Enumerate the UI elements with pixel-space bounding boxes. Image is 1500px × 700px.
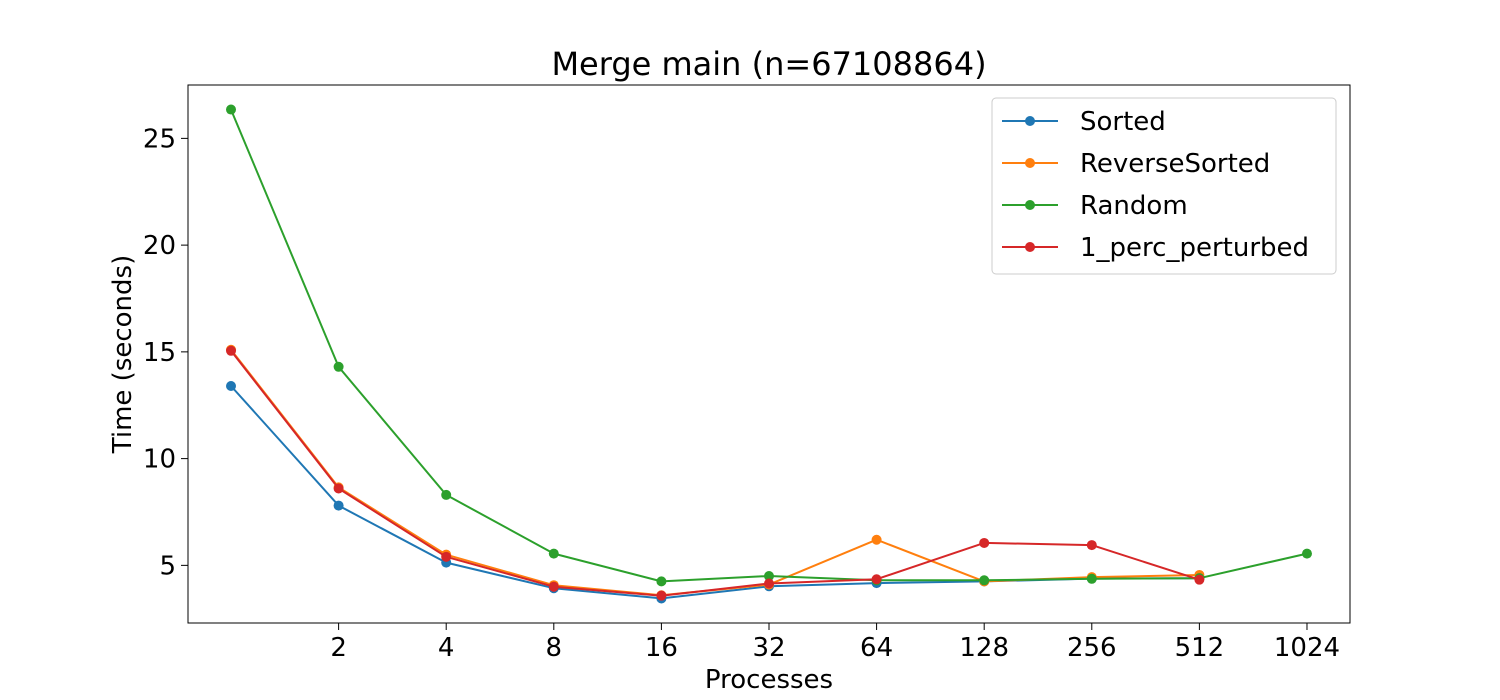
x-tick-label: 2 — [330, 633, 347, 663]
legend-item: 1_perc_perturbed — [1002, 233, 1309, 263]
legend: Sorted ReverseSorted Random 1_perc_perturbe… — [991, 97, 1337, 275]
x-tick-label: 64 — [860, 633, 893, 663]
y-axis-label: Time (seconds) — [108, 255, 138, 454]
y-tick-label: 20 — [143, 231, 176, 261]
x-tick-label: 128 — [959, 633, 1009, 663]
x-tick-label: 256 — [1067, 633, 1117, 663]
data-point — [1086, 540, 1097, 551]
data-point — [226, 381, 237, 392]
data-point — [656, 590, 667, 601]
data-point — [979, 537, 990, 548]
x-tick-label: 32 — [752, 633, 785, 663]
series-0 — [226, 381, 1205, 604]
series-3 — [226, 345, 1205, 601]
series-line — [230, 350, 1200, 597]
x-axis: 2 4 8 16 32 64 128 256 512 1024 — [330, 623, 1340, 663]
series-line — [230, 385, 1200, 600]
data-point — [1194, 574, 1205, 585]
data-point — [226, 104, 237, 115]
data-point — [1086, 573, 1097, 584]
data-point — [656, 576, 667, 587]
legend-box — [991, 97, 1337, 275]
data-point — [441, 551, 452, 562]
y-tick-label: 10 — [143, 445, 176, 475]
legend-label: Sorted — [1080, 107, 1166, 137]
legend-swatch-marker — [1025, 116, 1035, 126]
data-point — [548, 581, 559, 592]
legend-swatch-marker — [1025, 242, 1035, 252]
x-tick-label: 16 — [645, 633, 678, 663]
data-point — [871, 574, 882, 585]
x-tick-label: 8 — [546, 633, 563, 663]
data-point — [333, 500, 344, 511]
series-layer — [226, 104, 1312, 604]
data-point — [1301, 548, 1312, 559]
x-tick-label: 4 — [438, 633, 455, 663]
data-point — [763, 578, 774, 589]
y-tick-label: 25 — [143, 124, 176, 154]
data-point — [979, 575, 990, 586]
legend-item: Sorted — [1002, 107, 1166, 137]
data-point — [333, 483, 344, 494]
data-point — [871, 534, 882, 545]
legend-label: Random — [1080, 191, 1188, 221]
data-point — [441, 489, 452, 500]
legend-item: Random — [1002, 191, 1188, 221]
data-point — [548, 548, 559, 559]
legend-swatch-marker — [1025, 200, 1035, 210]
data-point — [226, 345, 237, 356]
x-axis-label: Processes — [705, 665, 833, 695]
data-point — [763, 571, 774, 582]
y-tick-label: 5 — [159, 551, 176, 581]
series-line — [230, 349, 1200, 597]
series-1 — [226, 344, 1205, 601]
x-tick-label: 512 — [1175, 633, 1225, 663]
legend-swatch-marker — [1025, 158, 1035, 168]
legend-item: ReverseSorted — [1002, 149, 1270, 179]
legend-label: 1_perc_perturbed — [1080, 233, 1309, 263]
legend-label: ReverseSorted — [1080, 149, 1270, 179]
x-tick-label: 1024 — [1274, 633, 1340, 663]
y-axis: 5 10 15 20 25 — [143, 124, 188, 581]
y-tick-label: 15 — [143, 338, 176, 368]
chart-title: Merge main (n=67108864) — [551, 45, 986, 83]
data-point — [333, 361, 344, 372]
